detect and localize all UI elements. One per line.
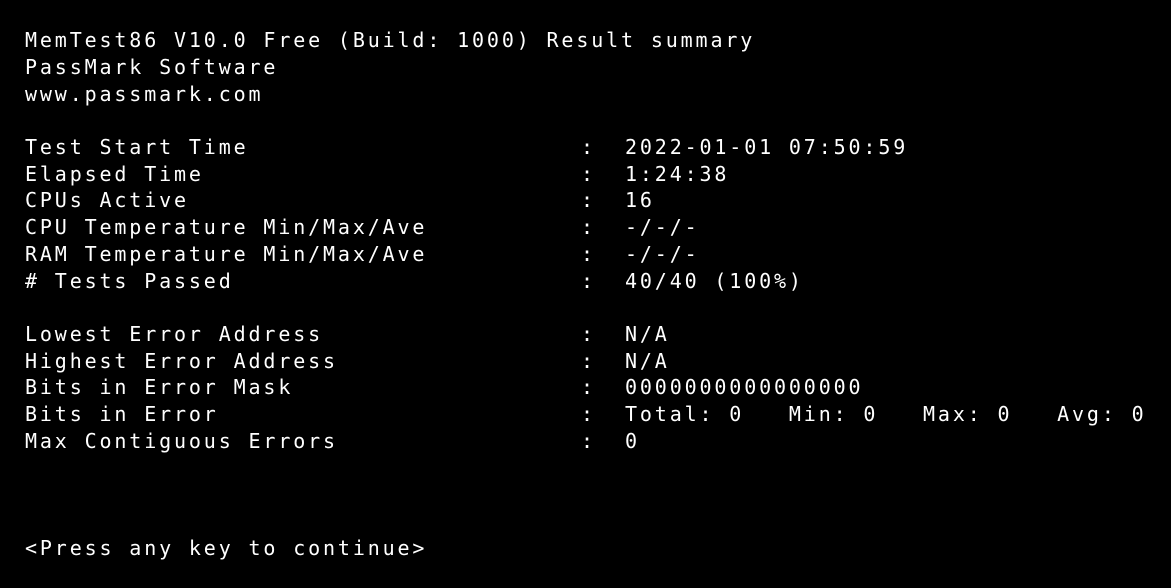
result-row: RAM Temperature Min/Max/Ave: -/-/- bbox=[0, 241, 1171, 267]
app-title: MemTest86 V10.0 Free (Build: 1000) Resul… bbox=[25, 28, 756, 52]
result-row: Elapsed Time: 1:24:38 bbox=[0, 161, 1171, 187]
result-value: 40/40 (100%) bbox=[625, 268, 804, 293]
separator: : bbox=[581, 215, 596, 240]
result-row: CPU Temperature Min/Max/Ave: -/-/- bbox=[0, 214, 1171, 240]
separator: : bbox=[581, 428, 596, 453]
result-label: CPUs Active bbox=[25, 188, 189, 213]
result-label: RAM Temperature Min/Max/Ave bbox=[25, 241, 428, 266]
result-row: CPUs Active: 16 bbox=[0, 187, 1171, 213]
result-value: 2022-01-01 07:50:59 bbox=[625, 135, 909, 159]
result-label: Bits in Error bbox=[25, 402, 219, 427]
separator: : bbox=[581, 348, 596, 373]
result-label: Test Start Time bbox=[25, 135, 249, 159]
separator: : bbox=[581, 161, 596, 186]
separator: : bbox=[581, 322, 596, 346]
result-row: Bits in Error: Total: 0 Min: 0 Max: 0 Avg… bbox=[0, 401, 1171, 427]
result-label: Lowest Error Address bbox=[25, 322, 324, 346]
separator: : bbox=[581, 188, 596, 213]
result-row: Lowest Error Address: N/A bbox=[0, 321, 1171, 347]
separator: : bbox=[581, 375, 596, 400]
result-value: 0 bbox=[625, 428, 640, 453]
result-value: -/-/- bbox=[625, 215, 700, 240]
result-row: # Tests Passed: 40/40 (100%) bbox=[0, 268, 1171, 294]
separator: : bbox=[581, 268, 596, 293]
result-value: 16 bbox=[625, 188, 655, 213]
result-label: # Tests Passed bbox=[25, 268, 234, 293]
result-value: 1:24:38 bbox=[625, 161, 730, 186]
separator: : bbox=[581, 135, 596, 159]
result-row: Test Start Time: 2022-01-01 07:50:59 bbox=[0, 134, 1171, 160]
separator: : bbox=[581, 402, 596, 427]
website: www.passmark.com bbox=[25, 82, 264, 106]
result-value: N/A bbox=[625, 348, 670, 373]
result-row: Highest Error Address: N/A bbox=[0, 348, 1171, 374]
result-label: Highest Error Address bbox=[25, 348, 338, 373]
result-value: N/A bbox=[625, 322, 670, 346]
result-value: Total: 0 Min: 0 Max: 0 Avg: 0 bbox=[625, 402, 1147, 427]
result-row: Max Contiguous Errors: 0 bbox=[0, 428, 1171, 454]
result-label: Elapsed Time bbox=[25, 161, 204, 186]
company-name: PassMark Software bbox=[25, 55, 279, 79]
result-label: CPU Temperature Min/Max/Ave bbox=[25, 215, 428, 240]
result-value: 0000000000000000 bbox=[625, 375, 864, 400]
separator: : bbox=[581, 241, 596, 266]
result-label: Max Contiguous Errors bbox=[25, 428, 338, 453]
result-row: Bits in Error Mask: 0000000000000000 bbox=[0, 374, 1171, 400]
continue-prompt[interactable]: <Press any key to continue> bbox=[25, 536, 428, 560]
result-value: -/-/- bbox=[625, 241, 700, 266]
result-label: Bits in Error Mask bbox=[25, 375, 294, 400]
